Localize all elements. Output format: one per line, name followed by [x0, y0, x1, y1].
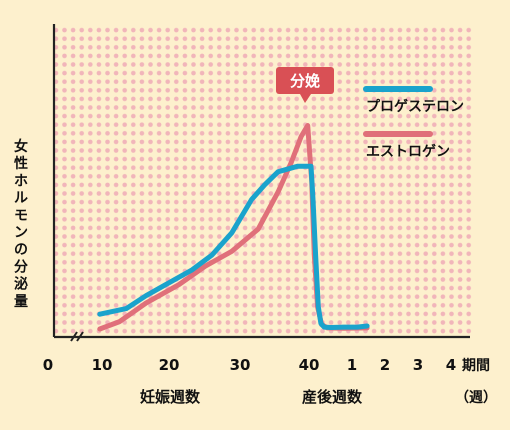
legend: プロゲステロン エストロゲン: [363, 86, 464, 160]
unit-label-bottom: （週）: [455, 390, 497, 406]
x-tick-label: 1: [347, 356, 357, 374]
y-axis-label-char: 性: [14, 155, 28, 172]
y-axis-label-char: 量: [14, 294, 28, 310]
x-tick-label: 3: [413, 356, 423, 374]
x-tick-label: 30: [230, 356, 251, 374]
delivery-annotation-box: [276, 67, 334, 94]
delivery-annotation-pointer: [300, 94, 311, 103]
y-axis-label-char: 女: [14, 138, 28, 155]
x-tick-label: 4: [446, 356, 456, 374]
legend-label-estrogen: エストロゲン: [366, 143, 450, 160]
unit-label-top: 期間: [462, 358, 490, 374]
x-tick-labels: 0 10 20 30 40 1 2 3 4: [43, 356, 456, 374]
series-layer: [97, 123, 370, 332]
y-axis-label-char: モ: [14, 208, 28, 224]
series-line-progesterone: [97, 163, 370, 330]
plot-area: [54, 24, 472, 337]
x-tick-label: 0: [43, 356, 53, 374]
y-axis-label-char: ル: [14, 191, 28, 207]
y-axis-label-char: 泌: [14, 276, 28, 293]
axes: [52, 24, 470, 342]
delivery-annotation: 分娩: [276, 67, 334, 103]
x-tick-label: 40: [299, 356, 320, 374]
legend-item-progesterone: プロゲステロン: [363, 86, 464, 115]
x-tick-label: 20: [159, 356, 180, 374]
x-axis-label-postpartum: 産後週数: [302, 388, 363, 406]
y-axis-label-char: 分: [14, 259, 28, 275]
delivery-annotation-label: 分娩: [290, 72, 320, 90]
x-tick-label: 2: [380, 356, 390, 374]
x-axis-label-pregnancy: 妊娠週数: [140, 388, 201, 406]
y-axis-label-char: ン: [14, 225, 28, 241]
legend-item-estrogen: エストロゲン: [363, 131, 450, 160]
legend-label-progesterone: プロゲステロン: [366, 98, 464, 115]
x-tick-label: 10: [92, 356, 113, 374]
y-axis-label-char: ホ: [14, 173, 28, 189]
y-axis-label-char: の: [14, 242, 28, 258]
